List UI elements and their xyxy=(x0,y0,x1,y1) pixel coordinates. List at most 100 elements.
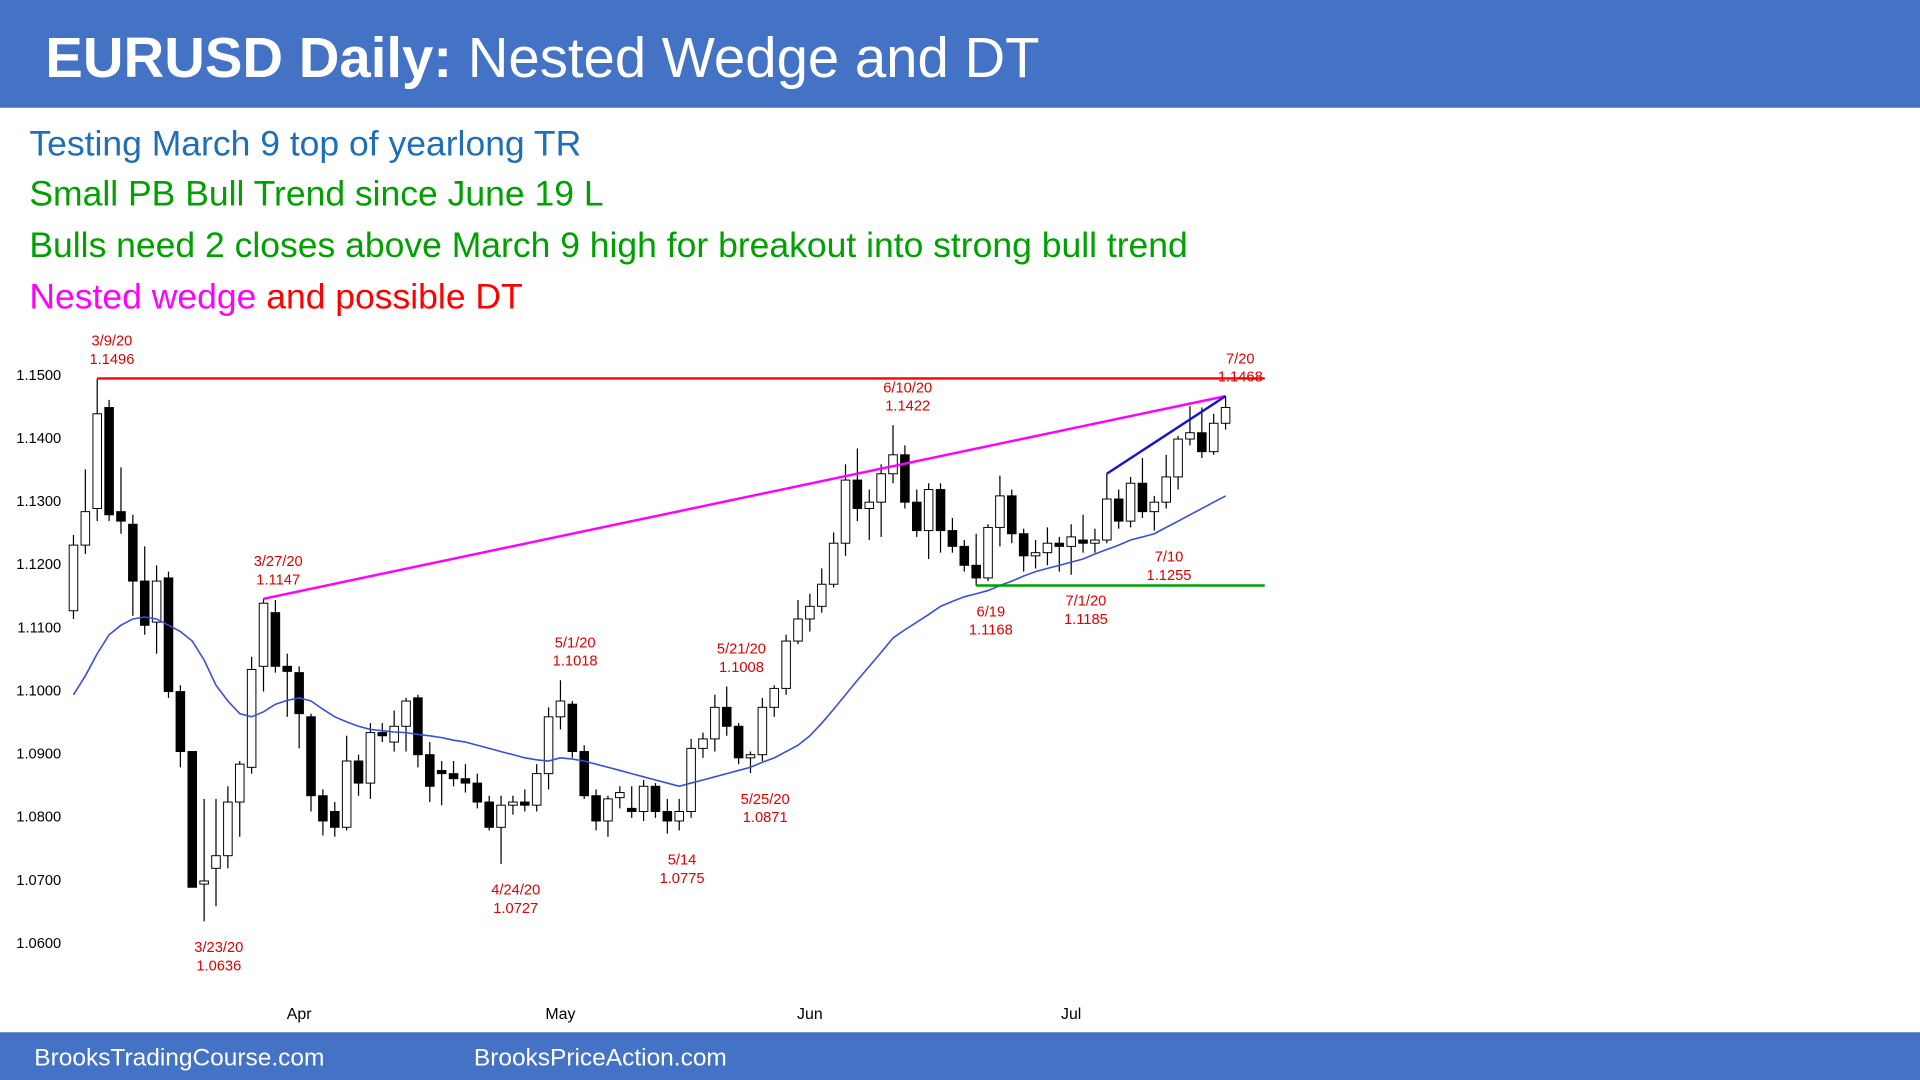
candle-body xyxy=(496,804,506,828)
candle-body xyxy=(258,602,269,667)
candle-body xyxy=(282,665,293,672)
candle-body xyxy=(1197,432,1207,453)
candle-body xyxy=(1113,498,1124,522)
candle-body xyxy=(484,801,494,828)
candle-body xyxy=(733,725,744,759)
candle-body xyxy=(769,687,780,708)
y-tick-label: 1.0800 xyxy=(16,810,61,826)
candle-body xyxy=(413,697,423,756)
annotation-date: 7/1/20 xyxy=(1065,594,1106,610)
annotation-price: 1.0727 xyxy=(493,901,538,917)
annotation-price: 1.1018 xyxy=(553,654,598,670)
y-tick-label: 1.0700 xyxy=(16,873,61,889)
candle-body xyxy=(1137,482,1148,513)
annotation-price: 1.1496 xyxy=(89,352,134,368)
candle-body xyxy=(365,732,376,784)
y-tick-label: 1.1100 xyxy=(17,620,61,636)
footer-text: BrooksTradingCourse.com xyxy=(34,1044,324,1071)
candle-body xyxy=(876,473,886,503)
candle-body xyxy=(781,640,791,689)
candle-body xyxy=(674,811,685,822)
candle-body xyxy=(721,706,732,727)
candle-body xyxy=(710,706,720,740)
candle-body xyxy=(1042,542,1053,554)
candle-body xyxy=(1125,482,1136,522)
candle-body xyxy=(1030,552,1041,557)
candle-body xyxy=(425,754,435,787)
candle-body xyxy=(294,672,304,715)
note-part: Nested wedge xyxy=(29,277,256,317)
note: Small PB Bull Trend since June 19 L xyxy=(29,174,603,214)
candle-body xyxy=(377,732,388,737)
candle-body xyxy=(223,801,233,857)
x-tick-label: Jun xyxy=(797,1006,823,1023)
candle-body xyxy=(555,700,566,718)
candle-body xyxy=(638,785,649,812)
candle-body xyxy=(1066,536,1076,547)
candle-body xyxy=(615,792,625,799)
candle-body xyxy=(686,747,696,813)
annotation-date: 3/23/20 xyxy=(194,940,243,956)
candle-body xyxy=(116,511,126,522)
candle-body xyxy=(900,454,910,503)
y-tick-label: 1.1200 xyxy=(16,557,61,573)
header-band xyxy=(0,0,1920,108)
candle-body xyxy=(745,754,756,759)
candle-body xyxy=(80,511,91,546)
footer-band xyxy=(0,1032,1920,1080)
candle-body xyxy=(983,526,993,579)
candle-body xyxy=(1220,406,1231,424)
candle-body xyxy=(1018,533,1029,557)
candle-body xyxy=(246,668,257,768)
candle-body xyxy=(306,716,316,797)
annotation-date: 5/25/20 xyxy=(741,792,790,808)
note: Testing March 9 top of yearlong TR xyxy=(29,124,581,164)
candle-body xyxy=(626,807,637,813)
candle-body xyxy=(591,795,601,822)
candle-body xyxy=(139,580,150,626)
candle-body xyxy=(1208,422,1219,453)
annotation-price: 1.1147 xyxy=(256,572,300,588)
candle-body xyxy=(662,811,673,822)
y-tick-label: 1.1400 xyxy=(16,431,61,447)
x-tick-label: Jul xyxy=(1061,1006,1081,1023)
chart: 1.0600 1.0700 1.0800 1.0900 1.1000 1.1100 1.12… xyxy=(16,334,1265,1023)
annotation-date: 7/10 xyxy=(1155,549,1184,565)
candle-body xyxy=(698,738,708,749)
candle-body xyxy=(472,782,483,803)
x-tick-label: Apr xyxy=(287,1006,312,1023)
annotation-date: 3/27/20 xyxy=(254,554,303,570)
candle-body xyxy=(92,413,103,509)
candle-body xyxy=(436,769,447,775)
annotation-date: 7/20 xyxy=(1226,351,1255,367)
annotation-price: 1.1185 xyxy=(1064,612,1108,628)
y-tick-label: 1.0600 xyxy=(16,936,61,952)
candle-body xyxy=(840,479,851,544)
candle-body xyxy=(1173,438,1183,478)
candle-body xyxy=(270,612,281,667)
candle-body xyxy=(852,479,863,509)
candle-body xyxy=(1149,501,1160,513)
title-bold: EURUSD Daily: xyxy=(45,26,452,89)
candle-body xyxy=(234,763,245,803)
y-tick-label: 1.1300 xyxy=(16,494,61,510)
candle-body xyxy=(163,577,174,693)
annotation-date: 5/1/20 xyxy=(555,635,596,651)
candle-body xyxy=(187,751,198,888)
candle-body xyxy=(579,751,589,797)
trend-line xyxy=(263,394,1226,600)
candle-body xyxy=(935,489,946,532)
candle-body xyxy=(1054,542,1065,547)
candle-body xyxy=(816,583,827,607)
y-tick-label: 1.0900 xyxy=(16,747,61,763)
annotation-date: 5/14 xyxy=(668,852,697,868)
candle-body xyxy=(923,489,934,532)
candle-body xyxy=(1078,539,1088,544)
candle-body xyxy=(995,495,1005,528)
x-tick-label: May xyxy=(545,1006,575,1023)
candle-body xyxy=(947,530,958,547)
candle-body xyxy=(864,501,875,509)
note: Nested wedge and possible DT xyxy=(29,277,522,317)
